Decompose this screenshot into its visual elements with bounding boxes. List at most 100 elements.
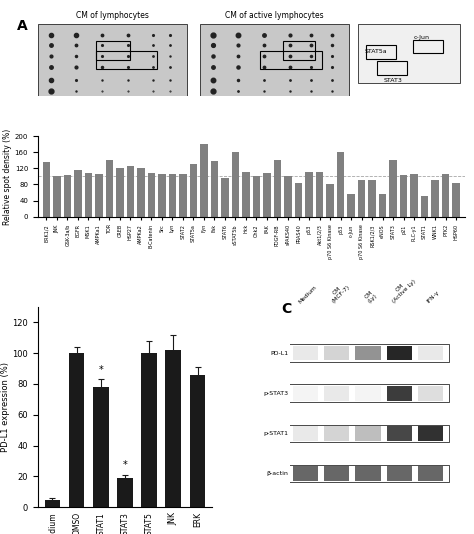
Bar (387, 466, 412, 481)
Bar (283, 42, 315, 60)
Bar (93, 387, 109, 507)
Bar (453, 183, 460, 217)
Text: C: C (282, 302, 292, 316)
Bar (284, 176, 292, 217)
Bar (137, 168, 145, 217)
Bar (387, 426, 412, 441)
Bar (431, 180, 439, 217)
Text: *: * (123, 460, 128, 470)
Text: β-actin: β-actin (266, 471, 288, 476)
Bar (95, 174, 102, 217)
Bar (85, 173, 92, 217)
Text: p-STAT3: p-STAT3 (263, 391, 288, 396)
Bar (355, 426, 381, 441)
Text: STAT5a: STAT5a (364, 49, 387, 54)
Text: c-Jun: c-Jun (413, 35, 429, 40)
Text: CM of active lymphocytes: CM of active lymphocytes (225, 11, 324, 20)
Text: STAT3: STAT3 (383, 77, 402, 83)
Bar (211, 161, 218, 217)
Bar (288, 425, 449, 442)
Bar (158, 174, 165, 217)
Bar (355, 386, 381, 400)
Bar (347, 194, 355, 217)
Bar (43, 162, 50, 217)
Bar (292, 386, 318, 400)
Text: *: * (99, 365, 103, 375)
Bar (387, 386, 412, 400)
Bar (418, 426, 443, 441)
Bar (64, 175, 71, 217)
Text: Medium: Medium (298, 284, 318, 304)
Bar (141, 353, 157, 507)
Bar (324, 426, 349, 441)
Bar (190, 375, 205, 507)
Bar (242, 172, 250, 217)
Bar (358, 24, 460, 83)
Bar (413, 40, 443, 53)
Bar (53, 176, 61, 217)
Bar (95, 51, 157, 69)
Bar (379, 194, 386, 217)
Bar (260, 51, 321, 69)
Bar (358, 179, 365, 217)
Bar (324, 346, 349, 360)
Bar (117, 478, 133, 507)
Text: CM
(Ly): CM (Ly) (363, 289, 378, 304)
Bar (169, 174, 176, 217)
Bar (95, 42, 130, 60)
Text: CM of lymphocytes: CM of lymphocytes (76, 11, 149, 20)
Bar (418, 386, 443, 400)
Bar (288, 465, 449, 482)
Bar (366, 45, 396, 59)
Bar (326, 184, 334, 217)
Bar (387, 346, 412, 360)
Bar (400, 175, 407, 217)
Bar (390, 160, 397, 217)
Bar (337, 152, 344, 217)
Bar (355, 466, 381, 481)
Y-axis label: Relative spot density (%): Relative spot density (%) (3, 128, 12, 225)
Bar (200, 144, 208, 217)
Bar (232, 152, 239, 217)
Text: CM
(Active Ly): CM (Active Ly) (387, 274, 417, 304)
Bar (38, 24, 187, 96)
Bar (253, 176, 260, 217)
Bar (106, 160, 113, 217)
Bar (127, 167, 134, 217)
Bar (418, 346, 443, 360)
Text: CM
(MCF-7): CM (MCF-7) (327, 280, 351, 304)
Bar (410, 175, 418, 217)
Bar (305, 172, 313, 217)
Bar (274, 160, 281, 217)
Bar (355, 346, 381, 360)
Bar (221, 178, 228, 217)
Bar (292, 426, 318, 441)
Bar (148, 173, 155, 217)
Bar (200, 24, 349, 96)
Bar (421, 197, 428, 217)
Bar (263, 173, 271, 217)
Bar (377, 61, 407, 75)
Bar (324, 386, 349, 400)
Text: p-STAT1: p-STAT1 (263, 431, 288, 436)
Bar (190, 164, 197, 217)
Bar (288, 384, 449, 402)
Text: PD-L1: PD-L1 (270, 351, 288, 356)
Bar (116, 168, 124, 217)
Text: IFN-γ: IFN-γ (426, 290, 440, 304)
Bar (69, 353, 84, 507)
Bar (324, 466, 349, 481)
Bar (442, 175, 449, 217)
Bar (179, 175, 187, 217)
Bar (316, 172, 323, 217)
Bar (368, 179, 376, 217)
Y-axis label: PD-L1 expression (%): PD-L1 expression (%) (0, 362, 9, 452)
Bar (288, 344, 449, 362)
Bar (74, 170, 82, 217)
Bar (292, 466, 318, 481)
Bar (295, 183, 302, 217)
Bar (418, 466, 443, 481)
Bar (45, 500, 60, 507)
Bar (165, 350, 181, 507)
Bar (292, 346, 318, 360)
